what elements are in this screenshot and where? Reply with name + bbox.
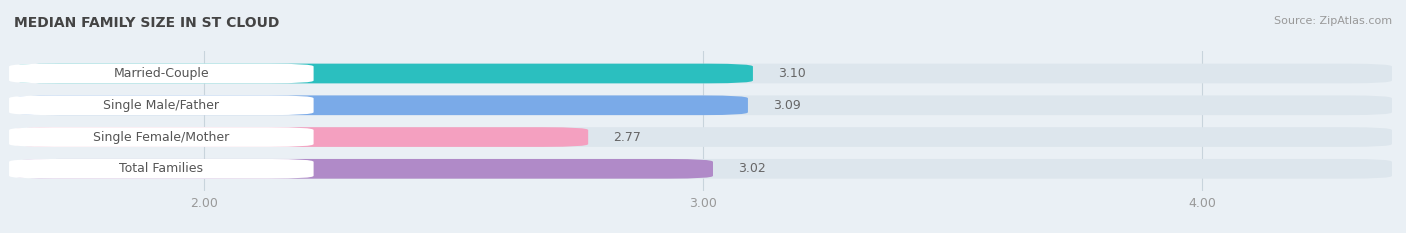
Text: Single Male/Father: Single Male/Father — [103, 99, 219, 112]
Text: 2.77: 2.77 — [613, 130, 641, 144]
FancyBboxPatch shape — [14, 159, 713, 179]
FancyBboxPatch shape — [8, 96, 314, 115]
Text: Source: ZipAtlas.com: Source: ZipAtlas.com — [1274, 16, 1392, 26]
FancyBboxPatch shape — [14, 64, 754, 83]
FancyBboxPatch shape — [8, 127, 314, 147]
Text: 3.02: 3.02 — [738, 162, 766, 175]
FancyBboxPatch shape — [14, 64, 1392, 83]
Text: Single Female/Mother: Single Female/Mother — [93, 130, 229, 144]
Text: 3.10: 3.10 — [778, 67, 806, 80]
FancyBboxPatch shape — [8, 64, 314, 83]
Text: MEDIAN FAMILY SIZE IN ST CLOUD: MEDIAN FAMILY SIZE IN ST CLOUD — [14, 16, 280, 30]
FancyBboxPatch shape — [14, 159, 1392, 179]
Text: Married-Couple: Married-Couple — [114, 67, 209, 80]
Text: Total Families: Total Families — [120, 162, 204, 175]
FancyBboxPatch shape — [14, 96, 748, 115]
FancyBboxPatch shape — [14, 127, 1392, 147]
FancyBboxPatch shape — [14, 96, 1392, 115]
Text: 3.09: 3.09 — [773, 99, 800, 112]
FancyBboxPatch shape — [8, 159, 314, 179]
FancyBboxPatch shape — [14, 127, 588, 147]
